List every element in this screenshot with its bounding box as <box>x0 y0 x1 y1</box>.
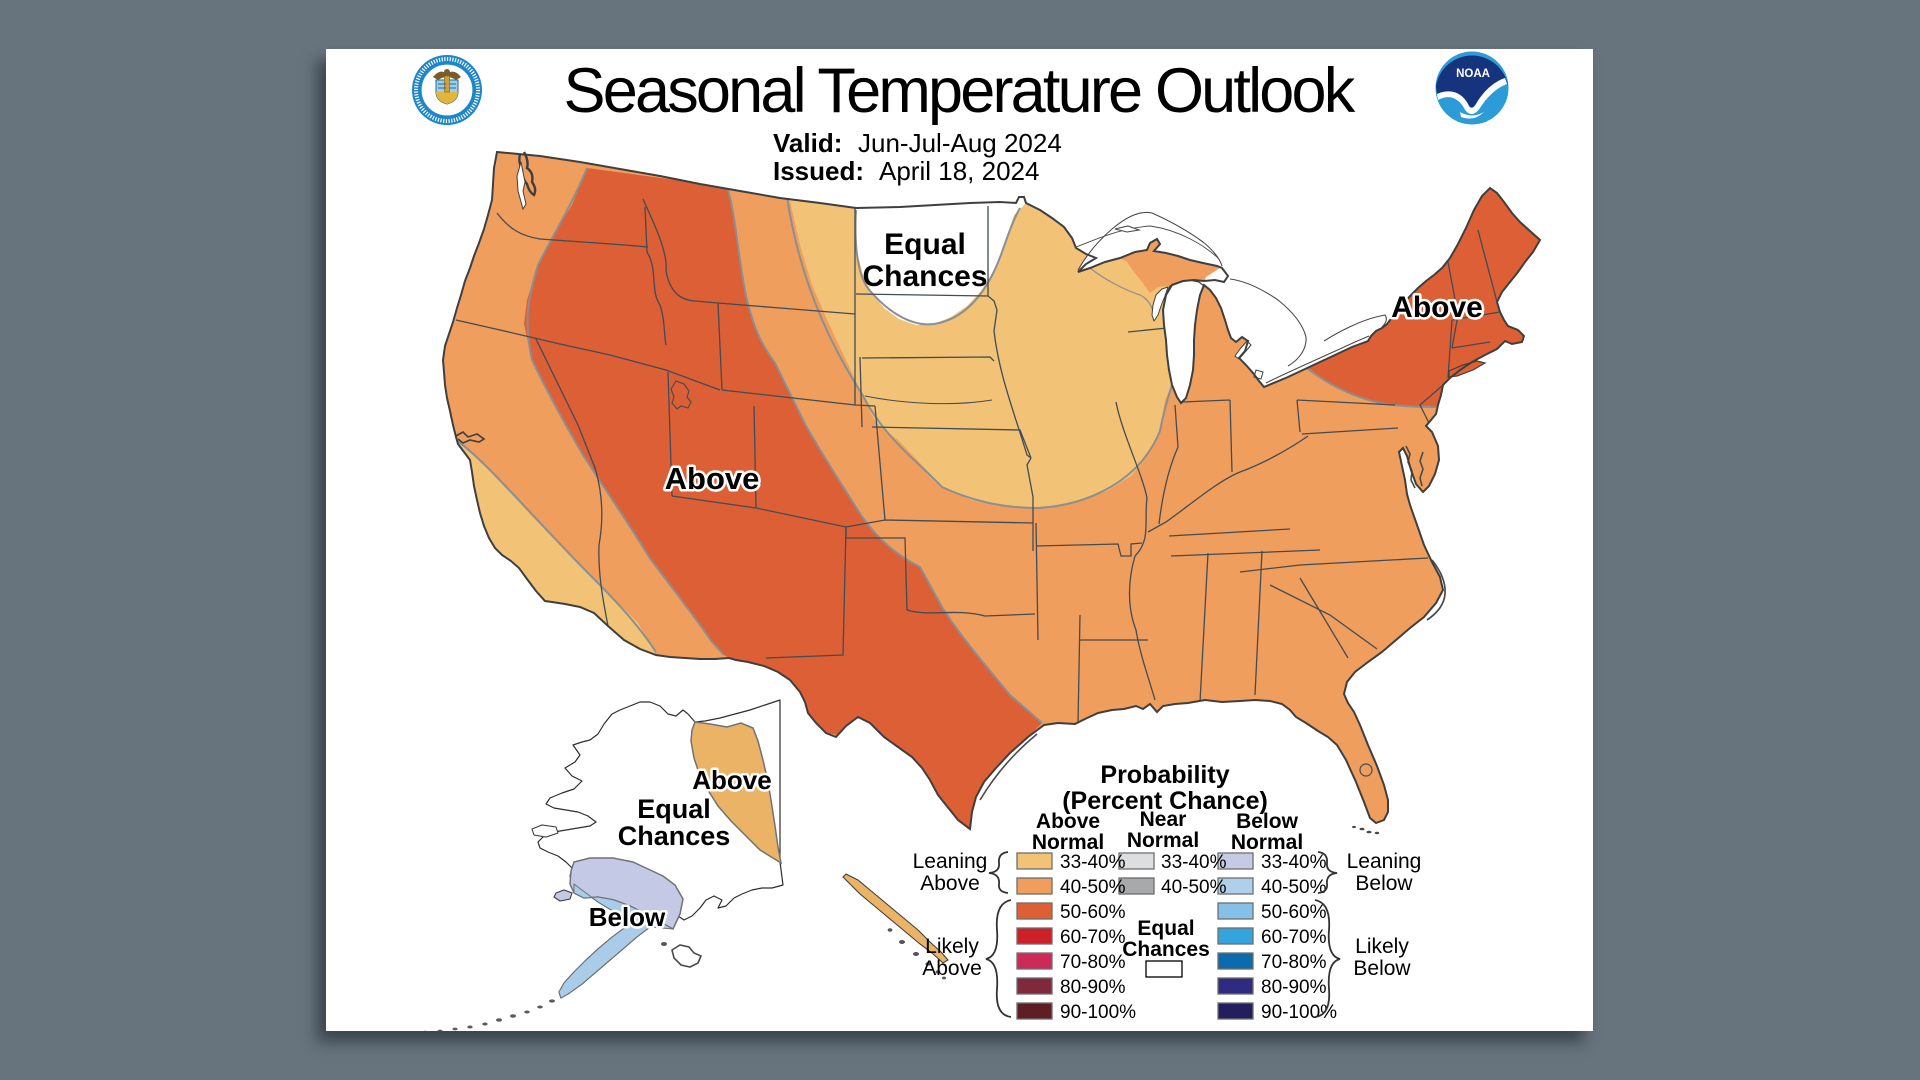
svg-text:Seasonal Temperature Outlook: Seasonal Temperature Outlook <box>564 56 1356 126</box>
svg-text:70-80%: 70-80% <box>1261 952 1327 973</box>
svg-text:Equal: Equal <box>637 794 711 824</box>
svg-text:40-50%: 40-50% <box>1161 877 1227 898</box>
svg-text:Below: Below <box>1355 872 1413 895</box>
svg-text:Near: Near <box>1140 808 1187 831</box>
svg-text:Leaning: Leaning <box>913 850 988 873</box>
svg-text:NOAA: NOAA <box>1456 68 1490 80</box>
svg-text:Chances: Chances <box>1122 938 1210 961</box>
svg-text:50-60%: 50-60% <box>1261 902 1327 923</box>
svg-text:90-100%: 90-100% <box>1261 1002 1337 1023</box>
svg-text:Equal: Equal <box>1137 917 1194 940</box>
svg-text:Chances: Chances <box>618 821 731 851</box>
svg-text:40-50%: 40-50% <box>1060 877 1126 898</box>
svg-text:70-80%: 70-80% <box>1060 952 1126 973</box>
svg-text:33-40%: 33-40% <box>1161 852 1227 873</box>
svg-text:Above: Above <box>692 765 771 795</box>
svg-text:Above: Above <box>1391 291 1483 324</box>
svg-text:40-50%: 40-50% <box>1261 877 1327 898</box>
svg-text:Normal: Normal <box>1127 829 1199 852</box>
svg-text:Below: Below <box>589 902 666 932</box>
svg-text:Below: Below <box>1236 810 1299 833</box>
svg-text:80-90%: 80-90% <box>1261 977 1327 998</box>
svg-text:33-40%: 33-40% <box>1261 852 1327 873</box>
svg-text:Likely: Likely <box>925 935 979 958</box>
svg-text:33-40%: 33-40% <box>1060 852 1126 873</box>
svg-text:Chances: Chances <box>862 260 987 293</box>
svg-text:Above: Above <box>665 461 760 496</box>
svg-text:90-100%: 90-100% <box>1060 1002 1136 1023</box>
svg-text:Above: Above <box>920 872 980 895</box>
svg-text:Probability: Probability <box>1100 761 1229 789</box>
svg-text:(Percent Chance): (Percent Chance) <box>1062 787 1268 815</box>
svg-text:Above: Above <box>1036 810 1100 833</box>
svg-text:60-70%: 60-70% <box>1060 927 1126 948</box>
svg-text:Leaning: Leaning <box>1347 850 1422 873</box>
svg-text:Equal: Equal <box>884 228 966 261</box>
svg-text:Valid:: Valid: <box>773 128 842 158</box>
svg-text:Issued:: Issued: <box>773 156 864 186</box>
svg-text:80-90%: 80-90% <box>1060 977 1126 998</box>
svg-text:60-70%: 60-70% <box>1261 927 1327 948</box>
svg-text:Normal: Normal <box>1231 831 1303 854</box>
svg-text:Normal: Normal <box>1032 831 1104 854</box>
svg-text:Above: Above <box>922 957 982 980</box>
svg-text:Jun-Jul-Aug 2024: Jun-Jul-Aug 2024 <box>858 128 1062 158</box>
svg-text:50-60%: 50-60% <box>1060 902 1126 923</box>
svg-text:Likely: Likely <box>1355 935 1409 958</box>
svg-text:Below: Below <box>1353 957 1411 980</box>
svg-text:April 18, 2024: April 18, 2024 <box>879 156 1039 186</box>
